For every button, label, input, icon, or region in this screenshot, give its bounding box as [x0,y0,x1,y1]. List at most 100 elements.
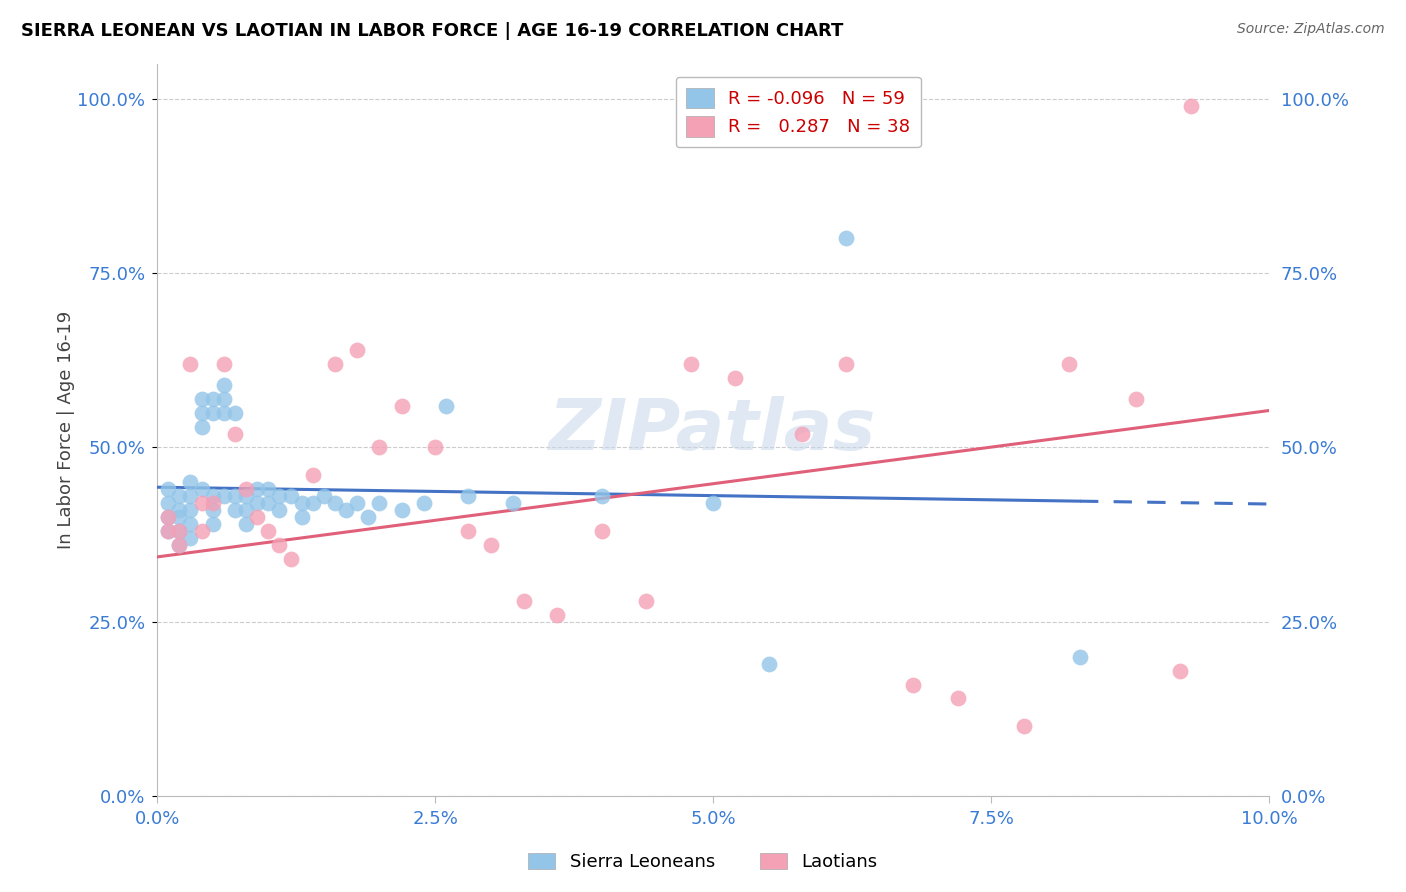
Point [157,510,180,524]
Point [1168,664,1191,678]
Point [201,517,224,532]
Point [269,538,291,552]
Point [235,483,257,497]
Point [235,517,257,532]
Point [946,691,969,706]
Point [169,538,191,552]
Point [323,496,346,510]
Point [835,357,858,371]
Point [368,496,391,510]
Point [291,496,314,510]
Point [179,357,201,371]
Point [346,343,368,357]
Point [546,607,568,622]
Point [169,489,191,503]
Point [190,483,212,497]
Point [212,377,235,392]
Point [201,489,224,503]
Point [190,419,212,434]
Point [157,510,180,524]
Point [201,496,224,510]
Point [413,496,436,510]
Point [201,406,224,420]
Point [434,399,457,413]
Point [257,496,280,510]
Point [212,392,235,406]
Point [368,441,391,455]
Point [190,496,212,510]
Point [224,426,246,441]
Point [280,489,302,503]
Point [269,503,291,517]
Point [636,594,658,608]
Point [257,524,280,538]
Point [1069,649,1091,664]
Point [591,524,613,538]
Point [157,524,180,538]
Point [246,496,269,510]
Point [591,489,613,503]
Point [179,503,201,517]
Point [190,392,212,406]
Point [391,399,413,413]
Point [457,489,479,503]
Point [246,510,269,524]
Point [903,677,925,691]
Point [179,531,201,545]
Point [212,357,235,371]
Point [235,503,257,517]
Point [323,357,346,371]
Point [169,524,191,538]
Point [190,524,212,538]
Point [1057,357,1080,371]
Point [679,357,702,371]
Point [724,371,747,385]
Point [423,441,446,455]
Point [224,406,246,420]
Point [1125,392,1147,406]
Text: ZIPatlas: ZIPatlas [550,395,877,465]
Point [169,524,191,538]
Point [291,510,314,524]
Point [169,503,191,517]
Point [246,483,269,497]
Text: Source: ZipAtlas.com: Source: ZipAtlas.com [1237,22,1385,37]
Point [391,503,413,517]
Point [513,594,536,608]
Point [301,496,323,510]
Point [157,496,180,510]
Point [835,231,858,245]
Legend: Sierra Leoneans, Laotians: Sierra Leoneans, Laotians [522,846,884,879]
Point [1180,99,1202,113]
Point [157,524,180,538]
Point [502,496,524,510]
Point [301,468,323,483]
Point [179,517,201,532]
Legend: R = -0.096   N = 59, R =   0.287   N = 38: R = -0.096 N = 59, R = 0.287 N = 38 [676,77,921,147]
Point [702,496,724,510]
Point [346,496,368,510]
Point [269,489,291,503]
Point [224,503,246,517]
Point [335,503,357,517]
Text: SIERRA LEONEAN VS LAOTIAN IN LABOR FORCE | AGE 16-19 CORRELATION CHART: SIERRA LEONEAN VS LAOTIAN IN LABOR FORCE… [21,22,844,40]
Point [169,510,191,524]
Point [312,489,335,503]
Point [758,657,780,671]
Point [179,489,201,503]
Point [457,524,479,538]
Point [212,406,235,420]
Point [235,489,257,503]
Point [1014,719,1036,733]
Point [479,538,502,552]
Point [257,483,280,497]
Point [212,489,235,503]
Point [190,406,212,420]
Point [357,510,380,524]
Y-axis label: In Labor Force | Age 16-19: In Labor Force | Age 16-19 [58,311,75,549]
Point [201,503,224,517]
Point [157,483,180,497]
Point [790,426,813,441]
Point [169,538,191,552]
Point [280,552,302,566]
